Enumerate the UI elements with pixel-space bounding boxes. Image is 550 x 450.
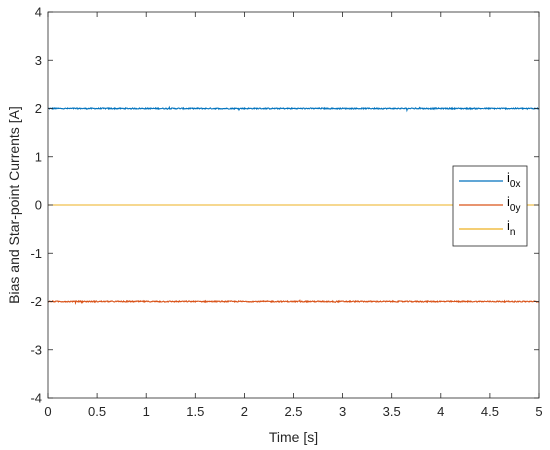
x-tick-label: 4 xyxy=(437,404,444,419)
legend-label-subscript: 0x xyxy=(510,179,521,190)
x-tick-label: 3.5 xyxy=(383,404,401,419)
y-tick-label: 4 xyxy=(35,5,42,20)
legend-box xyxy=(452,165,528,247)
y-tick-label: 3 xyxy=(35,53,42,68)
y-tick-label: 0 xyxy=(35,198,42,213)
legend-label: i0x xyxy=(507,170,520,190)
y-axis-label: Bias and Star-point Currents [A] xyxy=(6,106,22,304)
x-tick-label: 2.5 xyxy=(284,404,302,419)
y-tick-label: -4 xyxy=(30,391,42,406)
x-tick-label: 1 xyxy=(143,404,150,419)
y-tick-label: 2 xyxy=(35,101,42,116)
x-axis-label: Time [s] xyxy=(269,429,318,445)
legend-label: in xyxy=(507,218,515,238)
series-line-0y xyxy=(47,299,540,305)
x-tick-label: 4.5 xyxy=(481,404,499,419)
x-tick-label: 3 xyxy=(339,404,346,419)
legend-label: i0y xyxy=(507,194,520,214)
y-tick-label: -1 xyxy=(30,246,42,261)
legend-label-main: i xyxy=(507,194,510,209)
x-tick-label: 5 xyxy=(535,404,542,419)
series-line-0x xyxy=(47,105,540,113)
legend-label-main: i xyxy=(507,218,510,233)
x-tick-label: 0.5 xyxy=(88,404,106,419)
x-tick-label: 0 xyxy=(44,404,51,419)
legend-label-subscript: 0y xyxy=(510,203,521,214)
axes-box xyxy=(47,11,540,399)
x-tick-label: 1.5 xyxy=(186,404,204,419)
y-tick-label: -2 xyxy=(30,294,42,309)
y-tick-label: -3 xyxy=(30,342,42,357)
legend-label-subscript: n xyxy=(510,227,516,238)
y-tick-label: 1 xyxy=(35,149,42,164)
x-tick-label: 2 xyxy=(241,404,248,419)
legend-label-main: i xyxy=(507,170,510,185)
ticks-layer: 0 0.5 1 1.5 2 2.5 3 3.5 4 4.5 5 -4 -3 -2 -1 0 1 2 3 4 xyxy=(30,5,542,420)
